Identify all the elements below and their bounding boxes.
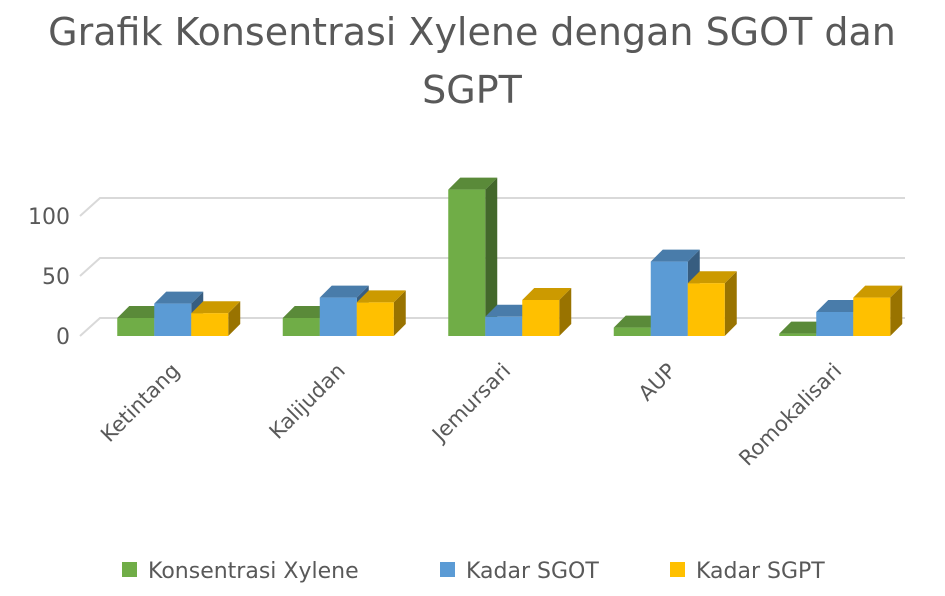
x-tick-label: Ketintang [96, 359, 184, 447]
gridline [79, 197, 905, 217]
bar-top [613, 315, 663, 328]
y-tick-label: 0 [56, 325, 70, 350]
legend-item: Kadar SGPT [670, 559, 825, 584]
bar-front [779, 333, 817, 336]
legend-label: Kadar SGPT [696, 559, 825, 584]
bar-front [319, 297, 357, 336]
legend-label: Kadar SGOT [466, 559, 599, 584]
legend-swatch [440, 562, 455, 577]
bar-front [282, 318, 320, 336]
bar-top [650, 249, 700, 262]
gridline [79, 257, 905, 277]
bar-top [282, 306, 332, 318]
bar-side [559, 288, 572, 336]
bar-side [890, 285, 903, 336]
y-tick-label: 50 [42, 265, 70, 290]
legend-swatch [670, 562, 685, 577]
bar-top [687, 271, 737, 284]
bar-top [779, 321, 829, 334]
bar-front [687, 283, 725, 336]
legend-item: Konsentrasi Xylene [122, 559, 359, 584]
bar-top [191, 301, 241, 314]
bar-top [522, 288, 572, 300]
x-tick-label: Kalijudan [265, 359, 350, 444]
bar-top [154, 291, 204, 304]
bar-top [816, 300, 866, 312]
chart-title-line-2: SGPT [422, 68, 522, 112]
bar-front [356, 302, 394, 336]
x-tick-label: Jemursari [426, 359, 515, 448]
bar [448, 177, 498, 336]
bar-top [485, 304, 535, 317]
bar [356, 290, 406, 336]
legend-item: Kadar SGOT [440, 559, 599, 584]
bar-top [356, 290, 406, 303]
bar-top [117, 306, 167, 318]
bar-side [393, 290, 406, 336]
bar-top [853, 285, 903, 298]
bar [687, 271, 737, 336]
chart-title-line-1: Grafik Konsentrasi Xylene dengan SGOT da… [48, 10, 896, 54]
bar-front [154, 303, 192, 336]
bar-side [228, 301, 241, 336]
bar-front [448, 189, 486, 336]
bar-front [522, 300, 560, 336]
bar-front [816, 312, 854, 336]
bar-front [613, 327, 651, 336]
bar-front [117, 318, 155, 336]
bar-front [485, 316, 523, 336]
bar-top [448, 177, 498, 190]
bar-front [191, 313, 229, 336]
bar [191, 301, 241, 336]
legend-swatch [122, 562, 137, 577]
bar-side [724, 271, 737, 336]
y-tick-label: 100 [28, 205, 70, 230]
bar-side [485, 177, 498, 336]
bar-front [650, 261, 688, 336]
x-tick-label: AUP [634, 359, 681, 406]
bar-front [853, 297, 891, 336]
bar [853, 285, 903, 336]
legend-label: Konsentrasi Xylene [148, 559, 359, 584]
bar-top [319, 285, 369, 298]
bar [522, 288, 572, 336]
x-tick-label: Romokalisari [734, 359, 846, 471]
